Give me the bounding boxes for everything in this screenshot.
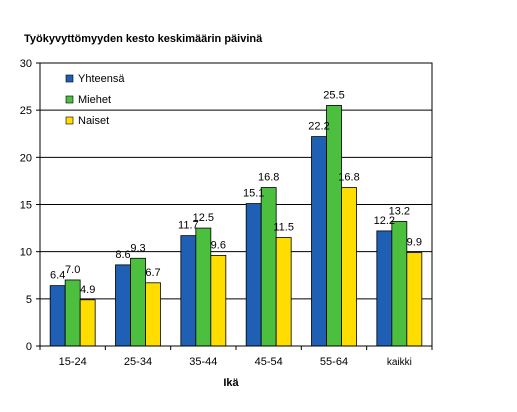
bar <box>275 237 292 347</box>
bar <box>195 227 212 347</box>
data-label: 9.3 <box>130 242 145 254</box>
y-tick-label: 20 <box>20 152 32 164</box>
bar <box>115 264 131 347</box>
data-label: 13.2 <box>389 205 410 217</box>
y-tick-label: 10 <box>20 247 32 259</box>
data-label: 9.6 <box>211 239 226 251</box>
bar <box>326 105 342 347</box>
bar <box>180 235 197 347</box>
data-label: 6.7 <box>145 267 160 279</box>
data-label: 25.5 <box>323 89 344 101</box>
data-label: 12.2 <box>374 215 395 227</box>
bar <box>245 203 262 347</box>
gridlines <box>40 62 432 300</box>
data-labels: 6.4 7.04.9 8.69.3 6.7 11.712.5 9.6 15.1 16.8 11.… <box>50 89 422 295</box>
x-tick-label: 55-64 <box>320 356 348 368</box>
data-label: 16.8 <box>258 172 279 184</box>
data-label: 11.7 <box>178 220 199 232</box>
legend-label: Naiset <box>78 115 109 127</box>
bar <box>376 230 393 347</box>
bar <box>210 255 227 347</box>
data-label: 9.9 <box>407 237 422 249</box>
data-label: 22.2 <box>308 121 329 133</box>
legend: Yhteensä Miehet Naiset <box>65 73 125 127</box>
plot-frame <box>39 62 433 347</box>
data-label: 12.5 <box>193 212 214 224</box>
y-tick-label: 5 <box>26 294 32 306</box>
legend-swatch <box>65 116 74 125</box>
chart-title: Työkyvyttömyyden kesto keskimäärin päivi… <box>24 33 263 45</box>
legend-label: Yhteensä <box>78 73 125 85</box>
bar <box>49 285 66 347</box>
legend-swatch <box>65 95 74 104</box>
y-tick-label: 15 <box>20 200 32 212</box>
data-label: 7.0 <box>65 264 80 276</box>
x-tick-label: kaikki <box>387 357 412 368</box>
legend-swatch <box>65 74 74 83</box>
y-tick-label: 25 <box>20 105 32 117</box>
bars <box>49 105 423 347</box>
data-label: 16.8 <box>338 172 359 184</box>
data-label: 11.5 <box>273 222 294 234</box>
y-tick-label: 0 <box>26 341 32 353</box>
y-tick-label: 30 <box>20 58 32 70</box>
bar <box>260 187 277 347</box>
bar <box>391 221 408 347</box>
bar <box>311 136 327 347</box>
x-tick-label: 45-54 <box>255 356 283 368</box>
bar <box>145 282 161 347</box>
legend-label: Miehet <box>78 94 111 106</box>
bar <box>341 187 357 347</box>
x-axis-title: Ikä <box>223 377 239 389</box>
x-tick-label: 25-34 <box>124 356 152 368</box>
x-tick-label: 15-24 <box>59 356 87 368</box>
data-label: 15.1 <box>243 188 264 200</box>
data-label: 8.6 <box>115 249 130 261</box>
bar <box>130 257 146 347</box>
data-label: 6.4 <box>50 270 65 282</box>
x-tick-label: 35-44 <box>189 356 217 368</box>
bar <box>64 279 81 347</box>
axes: 0 5 10 15 20 25 30 15-24 25-34 35-44 45-54 55-64 kai… <box>20 58 433 368</box>
data-label: 4.9 <box>80 284 95 296</box>
bar <box>79 299 96 347</box>
bar <box>406 252 423 347</box>
